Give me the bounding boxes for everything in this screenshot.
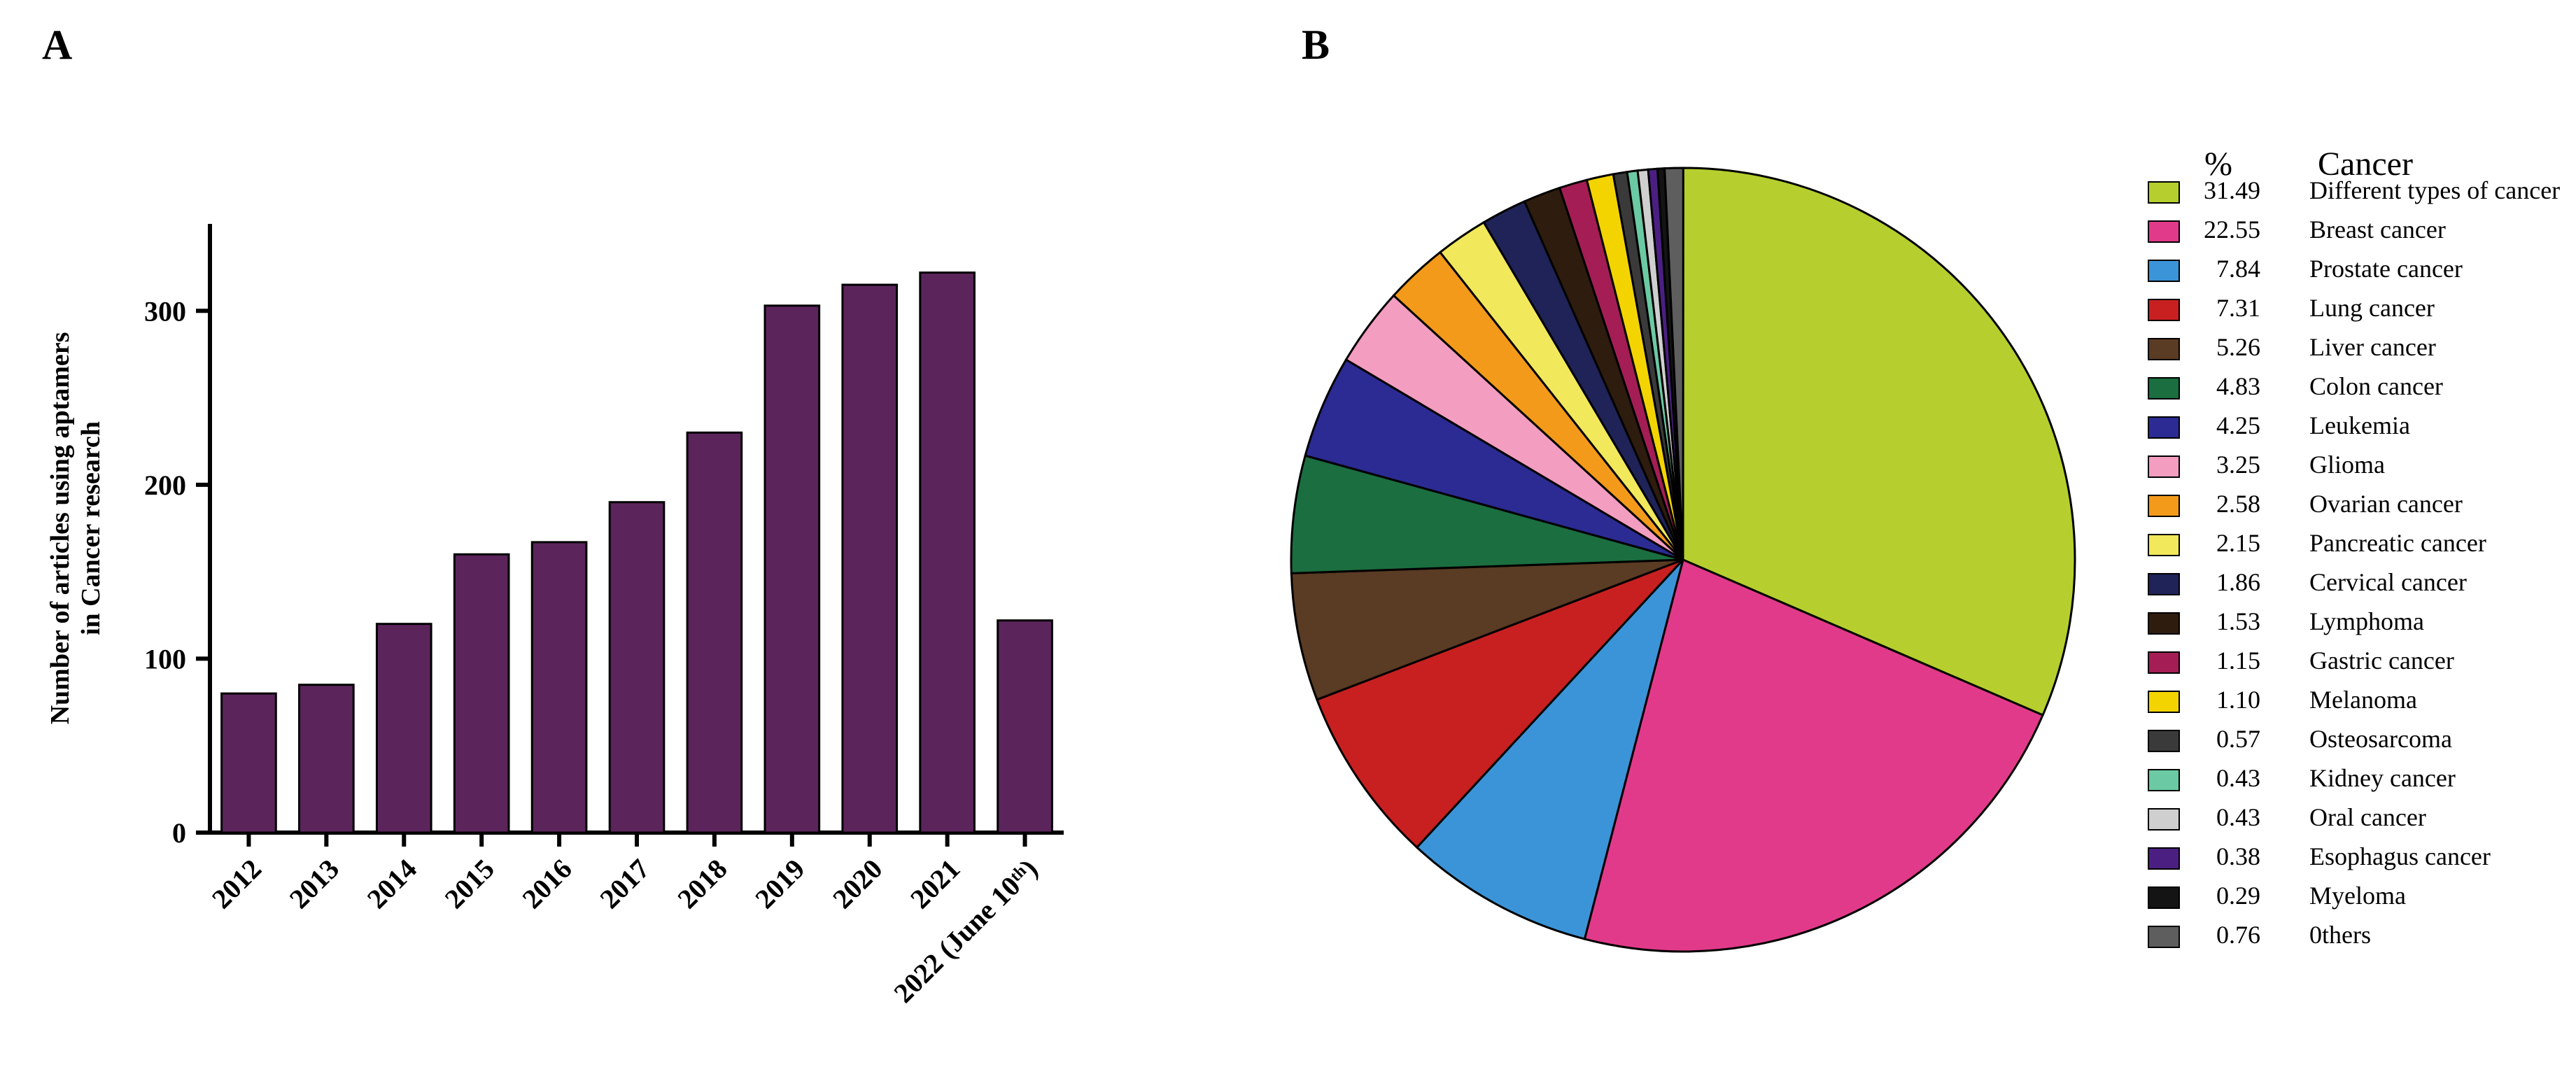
legend-label: Pancreatic cancer: [2309, 529, 2486, 557]
y-axis-label-line2: in Cancer research: [76, 421, 106, 635]
y-tick-label: 200: [144, 469, 186, 501]
legend-label: Osteosarcoma: [2309, 725, 2452, 753]
legend-label: Gastric cancer: [2309, 646, 2454, 674]
x-tick-label: 2015: [439, 853, 500, 914]
legend-swatch: [2148, 339, 2179, 360]
y-tick-label: 300: [144, 295, 186, 327]
bar: [998, 621, 1053, 833]
legend-percent: 4.83: [2216, 372, 2260, 400]
panel-a-label: A: [42, 21, 72, 69]
x-tick-label: 2012: [206, 853, 267, 914]
legend-swatch: [2148, 730, 2179, 751]
x-tick-label: 2013: [283, 853, 345, 914]
figure-root: A Number of articles using aptamersin Ca…: [0, 0, 2576, 1074]
legend-percent: 0.43: [2216, 803, 2260, 831]
bar: [610, 502, 664, 833]
legend-label: Glioma: [2309, 451, 2385, 479]
x-tick-label: 2016: [516, 853, 577, 914]
legend-label: Melanoma: [2309, 686, 2417, 714]
legend-label: Lung cancer: [2309, 294, 2435, 322]
bar: [222, 693, 276, 833]
legend-percent: 22.55: [2204, 215, 2260, 243]
legend-label: Lymphoma: [2309, 607, 2424, 635]
legend-swatch: [2148, 260, 2179, 281]
legend-swatch: [2148, 299, 2179, 320]
x-tick-label: 2017: [593, 853, 655, 914]
legend-swatch: [2148, 691, 2179, 712]
legend-percent: 0.29: [2216, 882, 2260, 910]
bar-chart: Number of articles using aptamersin Canc…: [0, 0, 1281, 1074]
legend-label: Leukemia: [2309, 411, 2410, 439]
y-tick-label: 100: [144, 643, 186, 674]
bar: [300, 685, 354, 833]
legend-swatch: [2148, 652, 2179, 673]
legend-swatch: [2148, 613, 2179, 634]
bar: [687, 432, 742, 833]
pie-chart: %Cancer31.49Different types of cancer22.…: [1281, 0, 2576, 1074]
legend-percent: 0.43: [2216, 764, 2260, 792]
legend-swatch: [2148, 887, 2179, 908]
legend-percent: 1.15: [2216, 646, 2260, 674]
legend-swatch: [2148, 574, 2179, 595]
panel-b-label: B: [1302, 21, 1330, 69]
x-tick-label: 2020: [826, 853, 888, 914]
legend-percent: 4.25: [2216, 411, 2260, 439]
legend-label: Esophagus cancer: [2309, 842, 2491, 870]
legend-swatch: [2148, 770, 2179, 791]
panel-b: B %Cancer31.49Different types of cancer2…: [1281, 0, 2576, 1074]
legend-label: Colon cancer: [2309, 372, 2443, 400]
legend-percent: 3.25: [2216, 451, 2260, 479]
legend-percent: 1.10: [2216, 686, 2260, 714]
y-tick-label: 0: [172, 817, 186, 849]
legend-label: Myeloma: [2309, 882, 2406, 910]
x-tick-label: 2018: [671, 853, 733, 914]
legend-percent: 1.53: [2216, 607, 2260, 635]
legend-swatch: [2148, 182, 2179, 203]
legend-percent: 0.38: [2216, 842, 2260, 870]
x-tick-label: 2019: [749, 853, 810, 914]
bar: [765, 306, 819, 833]
legend-label: Prostate cancer: [2309, 255, 2463, 283]
bar: [532, 542, 586, 833]
legend-percent: 2.58: [2216, 490, 2260, 518]
legend-percent: 0.57: [2216, 725, 2260, 753]
legend-swatch: [2148, 378, 2179, 399]
bar: [454, 554, 509, 833]
bar: [376, 624, 431, 833]
legend-label: 0thers: [2309, 921, 2371, 949]
legend-percent: 1.86: [2216, 568, 2260, 596]
legend-label: Liver cancer: [2309, 333, 2436, 361]
legend-label: Ovarian cancer: [2309, 490, 2463, 518]
y-axis-label-line1: Number of articles using aptamers: [45, 332, 75, 725]
legend-percent: 7.31: [2216, 294, 2260, 322]
legend-percent: 5.26: [2216, 333, 2260, 361]
x-tick-label: 2014: [361, 853, 423, 914]
legend-percent: 31.49: [2204, 176, 2260, 204]
legend-label: Breast cancer: [2309, 215, 2446, 243]
legend-label: Different types of cancer: [2309, 176, 2560, 204]
legend-swatch: [2148, 417, 2179, 438]
legend-label: Oral cancer: [2309, 803, 2426, 831]
x-tick-label: 2022 (June 10ᵗʰ): [887, 853, 1043, 1009]
bar: [920, 273, 975, 833]
legend-swatch: [2148, 495, 2179, 516]
legend-swatch: [2148, 456, 2179, 477]
legend-percent: 0.76: [2216, 921, 2260, 949]
legend-percent: 7.84: [2216, 255, 2260, 283]
legend-label: Cervical cancer: [2309, 568, 2467, 596]
legend-percent: 2.15: [2216, 529, 2260, 557]
panel-a: A Number of articles using aptamersin Ca…: [0, 0, 1281, 1074]
bar: [843, 285, 897, 833]
legend-label: Kidney cancer: [2309, 764, 2456, 792]
x-tick-label: 2021: [904, 853, 966, 914]
legend-swatch: [2148, 221, 2179, 242]
legend-swatch: [2148, 809, 2179, 830]
legend-swatch: [2148, 535, 2179, 556]
legend-swatch: [2148, 926, 2179, 947]
legend-swatch: [2148, 848, 2179, 869]
